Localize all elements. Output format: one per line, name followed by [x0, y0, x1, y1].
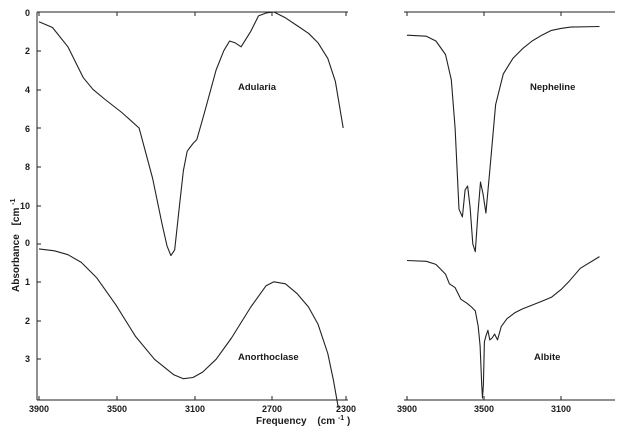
nepheline-spectrum-line: [406, 25, 600, 253]
y-tick-label: 4: [25, 85, 30, 95]
y-tick-label: 0: [25, 8, 30, 18]
x-tick-labels-left: 3900 3500 3100 2700 2300: [29, 404, 356, 414]
adularia-spectrum-line: [38, 11, 344, 257]
x-axis-title: Frequency (cm -1 ): [256, 412, 350, 427]
y-axis-title: Absorbance [cm -1: [10, 199, 22, 292]
x-tick-label: 3900: [29, 404, 49, 414]
tick-marks: [37, 11, 562, 400]
y-tick-labels-top: 0 2 4 6 8 10: [20, 8, 30, 211]
y-axis-unit: [cm: [11, 208, 22, 226]
x-tick-label: 3500: [474, 404, 494, 414]
x-tick-label: 2300: [336, 404, 356, 414]
y-tick-label: 2: [25, 46, 30, 56]
x-tick-label: 3100: [551, 404, 571, 414]
x-tick-label: 3900: [397, 404, 417, 414]
y-tick-label: 10: [20, 201, 30, 211]
x-axis-unit: (cm: [317, 416, 335, 427]
y-tick-labels-bottom: 0 1 2 3: [25, 238, 30, 364]
y-tick-label: 8: [25, 162, 30, 172]
anorthoclase-spectrum-line: [38, 248, 339, 408]
x-axis-unit-close: ): [347, 416, 350, 427]
nepheline-label: Nepheline: [530, 82, 575, 93]
x-tick-labels-right: 3900 3500 3100: [397, 404, 571, 414]
y-tick-label: 1: [25, 277, 30, 287]
y-tick-label: 0: [25, 238, 30, 248]
adularia-label: Adularia: [238, 82, 277, 93]
y-tick-label: 6: [25, 124, 30, 134]
albite-spectrum-line: [406, 256, 600, 399]
y-tick-label: 2: [25, 316, 30, 326]
anorthoclase-label: Anorthoclase: [238, 352, 299, 363]
x-axis-unit-sup: -1: [338, 415, 344, 422]
x-tick-label: 3500: [107, 404, 127, 414]
y-tick-label: 3: [25, 354, 30, 364]
albite-label: Albite: [534, 352, 560, 363]
y-axis-title-text: Absorbance: [11, 234, 22, 292]
x-axis-title-text: Frequency: [256, 416, 307, 427]
x-tick-label: 3100: [185, 404, 205, 414]
y-axis-unit-sup: -1: [10, 199, 17, 205]
x-tick-label: 2700: [262, 404, 282, 414]
